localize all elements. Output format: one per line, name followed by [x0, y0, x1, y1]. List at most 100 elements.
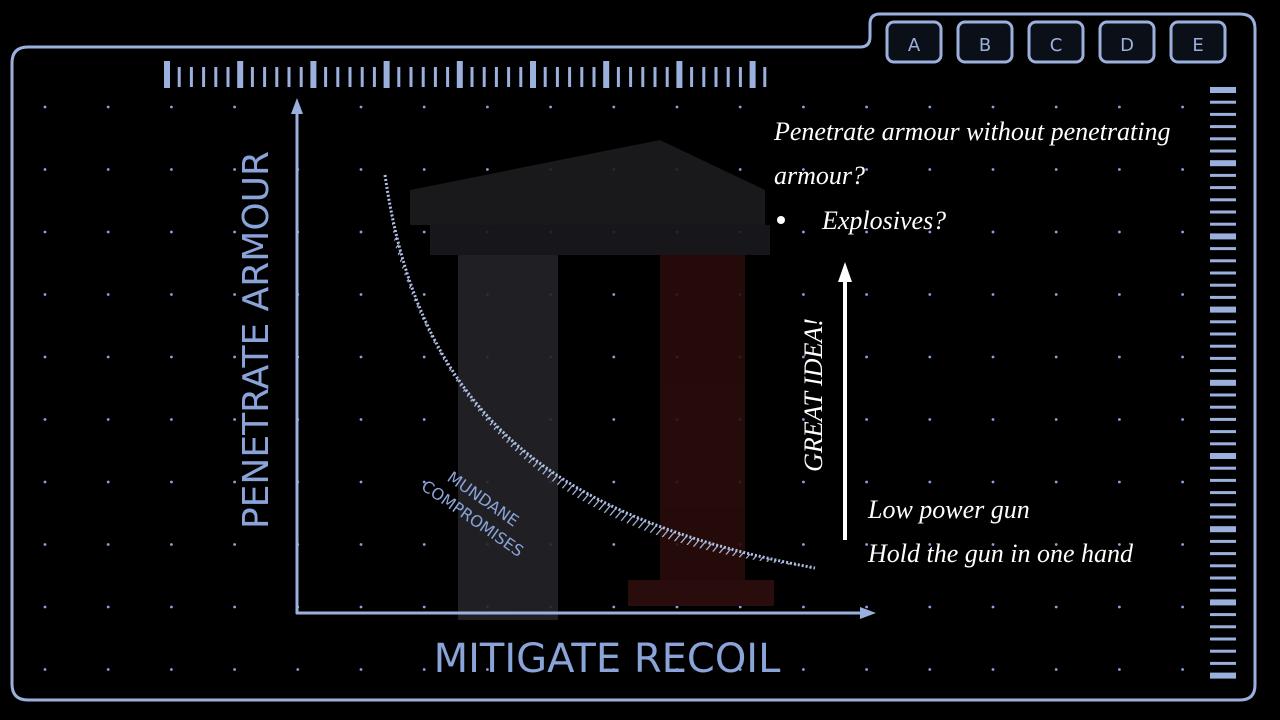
axes [291, 98, 876, 619]
low-end-text: Hold the gun in one hand [867, 539, 1134, 568]
ruler-tick [1210, 198, 1236, 202]
ruler-tick [482, 67, 486, 87]
grid-dot [802, 418, 805, 421]
ruler-tick [1210, 466, 1236, 470]
tab-box [1169, 20, 1227, 64]
grid-dot [865, 668, 868, 671]
ruler-tick [676, 61, 683, 88]
grid-dot [106, 605, 110, 609]
note-text: Penetrate armour without penetrating [773, 117, 1170, 146]
ruler-tick [1210, 405, 1236, 409]
grid-dot [43, 543, 47, 546]
ruler-tick [568, 67, 572, 87]
tab-label: D [1120, 35, 1134, 56]
tab-box [1027, 20, 1085, 64]
grid-dot [549, 668, 552, 671]
ruler-tick [1210, 672, 1236, 679]
tab[interactable]: A [885, 20, 943, 64]
grid-dot [422, 605, 426, 609]
ruler-tick [299, 67, 303, 87]
grid-dot [1181, 668, 1184, 671]
grid-dot [612, 668, 616, 671]
grid-dot [1118, 293, 1121, 296]
grid-dot [1054, 668, 1058, 671]
grid-dot [612, 105, 616, 109]
grid-dot [359, 168, 363, 171]
grid-dot [359, 293, 363, 296]
grid-dot [865, 105, 868, 109]
tab-box [1098, 20, 1156, 64]
grid-dot [991, 230, 995, 234]
ruler-tick [1210, 442, 1236, 446]
ruler-tick [397, 67, 401, 87]
ruler-tick [348, 67, 352, 87]
grid-dot [612, 543, 616, 546]
grid-dot [675, 668, 679, 671]
ruler-tick [1210, 369, 1236, 373]
grid-dot [928, 168, 932, 171]
grid-dot [802, 480, 805, 484]
grid-dot [991, 418, 995, 421]
ruler-tick [287, 67, 291, 87]
ruler-tick [1210, 186, 1236, 190]
grid-dot [233, 293, 237, 296]
ruler-tick [763, 67, 767, 87]
ruler-tick [1210, 453, 1236, 459]
grid-dot [106, 418, 110, 421]
ruler-tick [1210, 588, 1236, 592]
grid-dot [612, 293, 616, 296]
grid-dot [738, 105, 742, 109]
tab[interactable]: B [956, 20, 1014, 64]
ruler-tick [1210, 379, 1236, 386]
grid-dot [1181, 418, 1184, 421]
tab[interactable]: D [1098, 20, 1156, 64]
ruler-tick [456, 61, 463, 88]
ruler-tick [1210, 526, 1236, 533]
ruler-tick [1210, 539, 1236, 543]
ruler-tick [690, 67, 694, 87]
ruler-tick [1210, 283, 1236, 287]
grid-dot [1181, 168, 1184, 171]
grid-dot [1054, 355, 1058, 359]
grid-dot [422, 355, 426, 359]
tab-label: B [979, 35, 991, 56]
idea-arrowhead [838, 262, 852, 282]
ruler-tick [641, 67, 645, 87]
grid-dot [991, 668, 995, 671]
grid-dot [296, 668, 300, 671]
ruler-tick [1210, 160, 1236, 167]
ruler-tick [1210, 625, 1236, 629]
ruler-tick [164, 61, 170, 88]
grid-dot [422, 418, 426, 421]
grid-dot [675, 105, 679, 109]
grid-dot [106, 543, 110, 546]
tab[interactable]: C [1027, 20, 1085, 64]
grid-dot [865, 168, 868, 171]
ruler-tick [1210, 576, 1236, 580]
grid-dot [43, 168, 47, 171]
grid-dot [1118, 168, 1121, 171]
grid-dot [549, 105, 552, 109]
grid-dot [1181, 605, 1184, 609]
grid-dot [106, 480, 110, 484]
bullet [777, 216, 785, 224]
grid-dot [928, 605, 932, 609]
ruler-tick [360, 67, 364, 87]
ruler-tick [714, 67, 718, 87]
grid-dot [170, 230, 173, 234]
grid-dot [106, 668, 110, 671]
ruler-tick [1210, 661, 1236, 665]
grid-dot [43, 293, 47, 296]
ruler-tick [530, 61, 536, 88]
tab-box [956, 20, 1014, 64]
grid-dot [359, 480, 363, 484]
grid-dot [486, 168, 489, 171]
grid-dot [43, 355, 47, 359]
grid-dot [928, 230, 932, 234]
grid-dot [612, 355, 616, 359]
band-edge [383, 174, 816, 570]
tab[interactable]: E [1169, 20, 1227, 64]
ruler-tick [1210, 491, 1236, 495]
grid-dot [170, 605, 173, 609]
grid-dot [106, 293, 110, 296]
